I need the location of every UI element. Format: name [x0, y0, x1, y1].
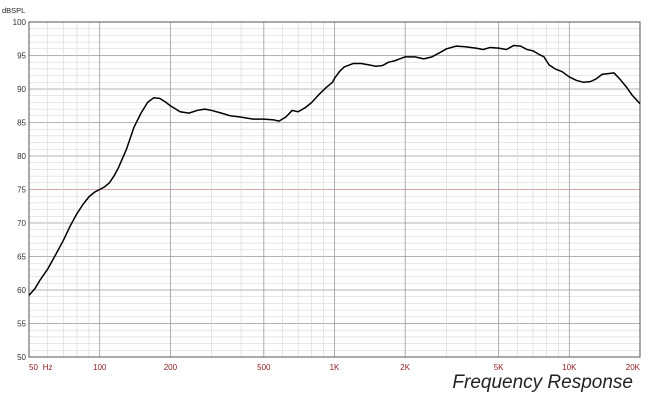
x-tick-label: 500: [257, 363, 271, 372]
y-tick-label: 85: [17, 119, 26, 128]
y-tick-label: 90: [17, 85, 26, 94]
y-axis-tick-labels: 50 55 60 65 70 75 80 85 90 95 100: [13, 18, 27, 362]
chart-caption: Frequency Response: [452, 372, 633, 393]
chart-grid: [28, 21, 641, 358]
y-tick-label: 55: [17, 320, 26, 329]
x-tick-label: 20K: [626, 363, 641, 372]
x-tick-label: 50: [29, 363, 38, 372]
y-tick-label: 50: [17, 353, 26, 362]
x-tick-label: 100: [93, 363, 107, 372]
plot-frame: [28, 21, 641, 358]
y-tick-label: 100: [13, 18, 27, 27]
y-tick-label: 75: [17, 186, 26, 195]
y-tick-label: 95: [17, 52, 26, 61]
x-tick-label: 1K: [330, 363, 340, 372]
x-tick-label: 2K: [400, 363, 410, 372]
y-tick-label: 70: [17, 219, 26, 228]
x-tick-label: 5K: [494, 363, 504, 372]
x-tick-label: Hz: [43, 363, 53, 372]
y-tick-label: 80: [17, 152, 26, 161]
frequency-response-curve: [28, 44, 641, 296]
x-axis-tick-labels: 50 Hz 100 200 500 1K 2K 5K 10K 20K: [29, 363, 641, 372]
x-tick-label: 10K: [562, 363, 577, 372]
y-tick-label: 60: [17, 286, 26, 295]
y-axis-label: dBSPL: [2, 6, 25, 15]
y-tick-label: 65: [17, 253, 26, 262]
chart-series: [28, 44, 641, 296]
x-tick-label: 200: [164, 363, 178, 372]
